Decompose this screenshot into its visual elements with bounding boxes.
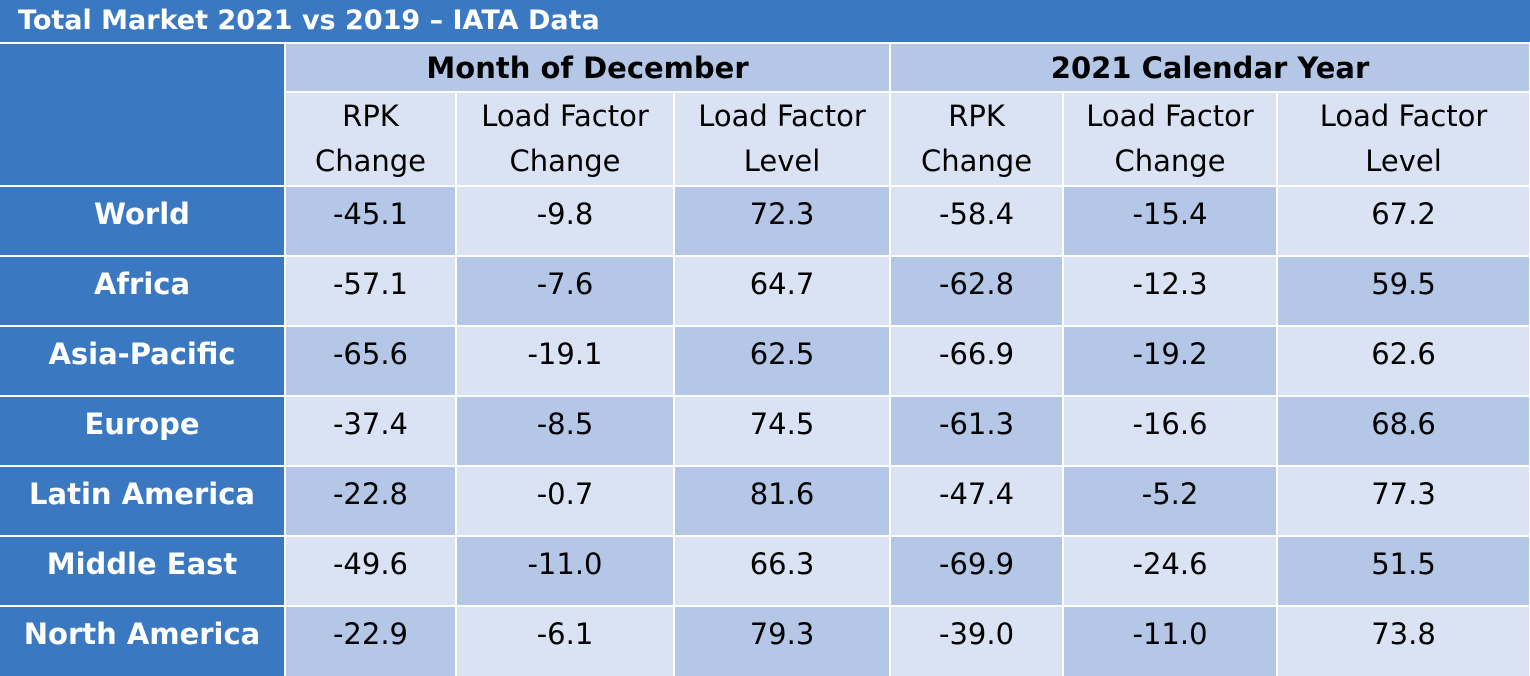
table-cell: -45.1 — [285, 186, 457, 257]
table-cell: -0.7 — [456, 466, 675, 537]
table-cell: -11.0 — [456, 536, 675, 607]
table-row: North America -22.9 -6.1 79.3 -39.0 -11.… — [0, 606, 1530, 676]
table-cell: -39.0 — [890, 606, 1065, 676]
table-cell: -7.6 — [456, 256, 675, 327]
table-cell: -61.3 — [890, 396, 1065, 467]
row-label-north-america: North America — [0, 606, 286, 676]
table-cell: -58.4 — [890, 186, 1065, 257]
table-cell: 62.6 — [1277, 326, 1530, 397]
group-header-december: Month of December — [285, 44, 892, 93]
table-row: World -45.1 -9.8 72.3 -58.4 -15.4 67.2 — [0, 186, 1530, 257]
table-cell: -15.4 — [1063, 186, 1279, 257]
table-cell: -57.1 — [285, 256, 457, 327]
table-cell: -8.5 — [456, 396, 675, 467]
table-cell: -69.9 — [890, 536, 1065, 607]
table-title: Total Market 2021 vs 2019 – IATA Data — [0, 0, 1530, 44]
table-cell: -5.2 — [1063, 466, 1279, 537]
table-cell: -6.1 — [456, 606, 675, 676]
group-header-calendar-year: 2021 Calendar Year — [890, 44, 1530, 93]
table-cell: 51.5 — [1277, 536, 1530, 607]
table-row: Latin America -22.8 -0.7 81.6 -47.4 -5.2… — [0, 466, 1530, 537]
table-cell: 81.6 — [674, 466, 892, 537]
table-cell: -65.6 — [285, 326, 457, 397]
table-cell: 74.5 — [674, 396, 892, 467]
table-cell: -47.4 — [890, 466, 1065, 537]
table-cell: -49.6 — [285, 536, 457, 607]
row-label-asia-pacific: Asia-Pacific — [0, 326, 286, 397]
table-cell: 79.3 — [674, 606, 892, 676]
column-header: RPK Change — [890, 92, 1065, 187]
row-label-latin-america: Latin America — [0, 466, 286, 537]
table-cell: -12.3 — [1063, 256, 1279, 327]
corner-cell — [0, 44, 286, 187]
table-row: Europe -37.4 -8.5 74.5 -61.3 -16.6 68.6 — [0, 396, 1530, 467]
table-cell: -19.1 — [456, 326, 675, 397]
table-cell: 68.6 — [1277, 396, 1530, 467]
table-row: Asia-Pacific -65.6 -19.1 62.5 -66.9 -19.… — [0, 326, 1530, 397]
table-cell: 62.5 — [674, 326, 892, 397]
table-cell: 67.2 — [1277, 186, 1530, 257]
column-header-row: RPK Change Load Factor Change Load Facto… — [0, 92, 1530, 187]
group-header-row: Month of December 2021 Calendar Year — [0, 44, 1530, 187]
table-cell: 66.3 — [674, 536, 892, 607]
table-cell: 72.3 — [674, 186, 892, 257]
table-cell: -66.9 — [890, 326, 1065, 397]
table-cell: -22.8 — [285, 466, 457, 537]
data-table: Month of December 2021 Calendar Year RPK… — [0, 44, 1530, 676]
table-cell: 59.5 — [1277, 256, 1530, 327]
table-cell: 73.8 — [1277, 606, 1530, 676]
table-cell: -19.2 — [1063, 326, 1279, 397]
row-label-middle-east: Middle East — [0, 536, 286, 607]
table-row: Middle East -49.6 -11.0 66.3 -69.9 -24.6… — [0, 536, 1530, 607]
row-label-europe: Europe — [0, 396, 286, 467]
table-cell: -9.8 — [456, 186, 675, 257]
column-header: Load Factor Level — [1277, 92, 1530, 187]
column-header: Load Factor Level — [674, 92, 892, 187]
table-cell: -62.8 — [890, 256, 1065, 327]
column-header: Load Factor Change — [456, 92, 675, 187]
column-header: RPK Change — [285, 92, 457, 187]
table-cell: 64.7 — [674, 256, 892, 327]
table-cell: -11.0 — [1063, 606, 1279, 676]
table-row: Africa -57.1 -7.6 64.7 -62.8 -12.3 59.5 — [0, 256, 1530, 327]
table-cell: -24.6 — [1063, 536, 1279, 607]
table-cell: -37.4 — [285, 396, 457, 467]
table-cell: -22.9 — [285, 606, 457, 676]
row-label-africa: Africa — [0, 256, 286, 327]
column-header: Load Factor Change — [1063, 92, 1279, 187]
table-cell: -16.6 — [1063, 396, 1279, 467]
table-cell: 77.3 — [1277, 466, 1530, 537]
row-label-world: World — [0, 186, 286, 257]
